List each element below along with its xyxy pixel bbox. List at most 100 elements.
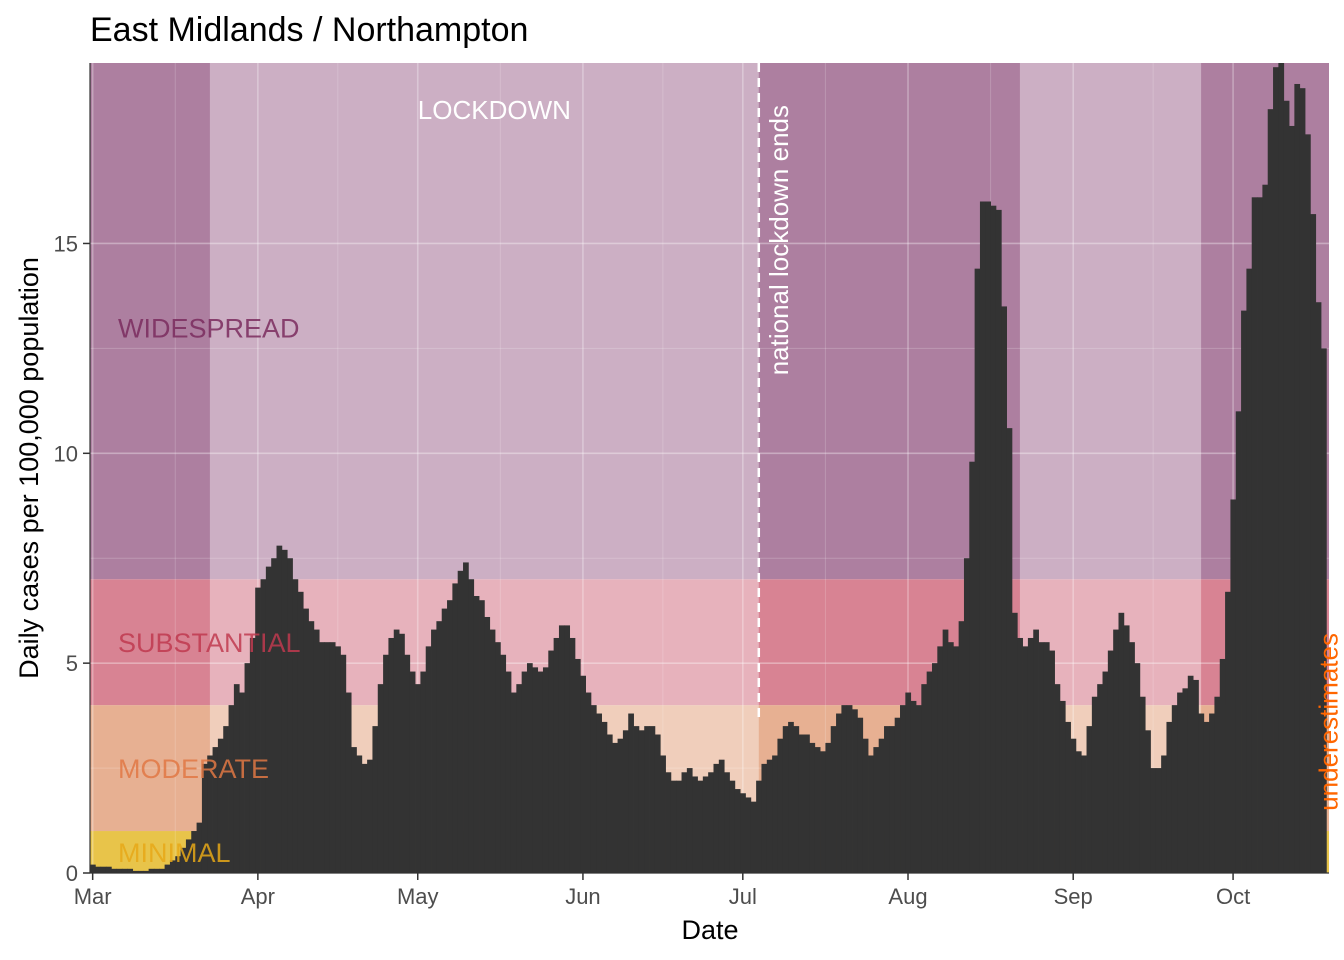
bar xyxy=(926,671,933,873)
bar xyxy=(846,705,853,873)
bar xyxy=(750,801,757,873)
bar xyxy=(953,646,960,873)
bar xyxy=(1241,310,1247,873)
bar xyxy=(606,734,613,873)
x-tick-label: Jul xyxy=(729,884,757,909)
bar xyxy=(590,705,597,873)
y-axis: 0 5 10 15 xyxy=(54,63,91,886)
bar xyxy=(292,579,299,873)
bar xyxy=(697,780,704,873)
bar xyxy=(244,663,251,873)
bar xyxy=(1091,696,1098,873)
bar xyxy=(388,637,395,873)
bar xyxy=(265,566,272,873)
bar xyxy=(1049,650,1055,873)
bar xyxy=(1278,63,1285,873)
bar xyxy=(1166,721,1173,873)
bar xyxy=(1225,591,1231,873)
bar xyxy=(1102,671,1109,873)
bar xyxy=(249,637,256,873)
bar xyxy=(447,600,453,873)
bar xyxy=(708,772,714,873)
bar xyxy=(558,625,565,873)
bar xyxy=(111,868,118,873)
bar xyxy=(569,637,576,873)
bar xyxy=(979,201,986,873)
bar xyxy=(772,755,778,873)
bar xyxy=(1033,629,1039,873)
bar xyxy=(1145,730,1151,873)
bar xyxy=(1059,700,1066,873)
bar xyxy=(963,558,970,873)
bar xyxy=(399,633,405,873)
bar xyxy=(367,759,373,873)
x-tick-label: Apr xyxy=(241,884,275,909)
y-tick-label: 15 xyxy=(54,231,78,256)
bar xyxy=(1321,348,1327,873)
bar xyxy=(383,654,389,873)
bar xyxy=(228,705,235,873)
x-axis: Mar Apr May Jun Jul Aug Sep Oct xyxy=(74,872,1329,909)
bar xyxy=(1001,306,1007,873)
bar xyxy=(548,650,555,873)
bar xyxy=(1017,637,1023,873)
bar xyxy=(1070,738,1077,873)
bar xyxy=(239,692,245,873)
bar xyxy=(974,268,981,873)
bar xyxy=(180,847,187,873)
x-tick-label: Jun xyxy=(565,884,600,909)
bar xyxy=(159,868,166,873)
x-tick-label: Aug xyxy=(888,884,927,909)
bar xyxy=(223,726,229,873)
bar xyxy=(942,629,949,873)
bar xyxy=(377,684,384,873)
bar xyxy=(143,870,150,873)
bar xyxy=(1107,650,1114,873)
bar xyxy=(1262,184,1269,873)
bar xyxy=(777,738,784,873)
bar xyxy=(841,705,848,873)
bar xyxy=(1299,88,1306,874)
bar xyxy=(1113,629,1119,873)
bar xyxy=(495,642,501,873)
bar xyxy=(404,654,411,873)
bar xyxy=(1182,688,1189,873)
bar xyxy=(969,461,976,873)
bar xyxy=(1006,428,1013,873)
bar xyxy=(1075,751,1082,873)
bar xyxy=(857,717,864,873)
bar xyxy=(201,763,208,873)
bar xyxy=(1289,125,1295,873)
bar xyxy=(825,742,832,873)
bar xyxy=(665,772,672,873)
y-tick-label: 0 xyxy=(66,861,78,886)
bar xyxy=(169,860,176,873)
bar xyxy=(931,663,938,873)
bar xyxy=(585,692,592,873)
bar xyxy=(990,205,997,873)
bar xyxy=(1134,663,1141,873)
bar xyxy=(207,755,213,873)
bar xyxy=(916,705,922,873)
bar xyxy=(1022,646,1029,873)
x-tick-label: May xyxy=(397,884,439,909)
bar xyxy=(756,780,762,873)
bar xyxy=(958,621,965,873)
bar xyxy=(521,671,528,873)
bar xyxy=(681,772,688,873)
bar xyxy=(468,579,475,873)
bar xyxy=(1294,83,1301,874)
bar xyxy=(1315,302,1322,874)
bar xyxy=(995,209,1002,874)
bar xyxy=(702,776,709,873)
bar xyxy=(308,621,315,873)
bar xyxy=(1214,696,1221,873)
bar xyxy=(1235,411,1242,873)
bar xyxy=(553,637,560,873)
bar xyxy=(479,600,485,873)
bar xyxy=(287,558,293,873)
annotations: LOCKDOWN national lockdown ends underestim… xyxy=(418,63,1344,811)
bar xyxy=(175,856,181,873)
y-axis-title: Daily cases per 100,000 population xyxy=(14,257,44,679)
bar xyxy=(526,663,533,873)
